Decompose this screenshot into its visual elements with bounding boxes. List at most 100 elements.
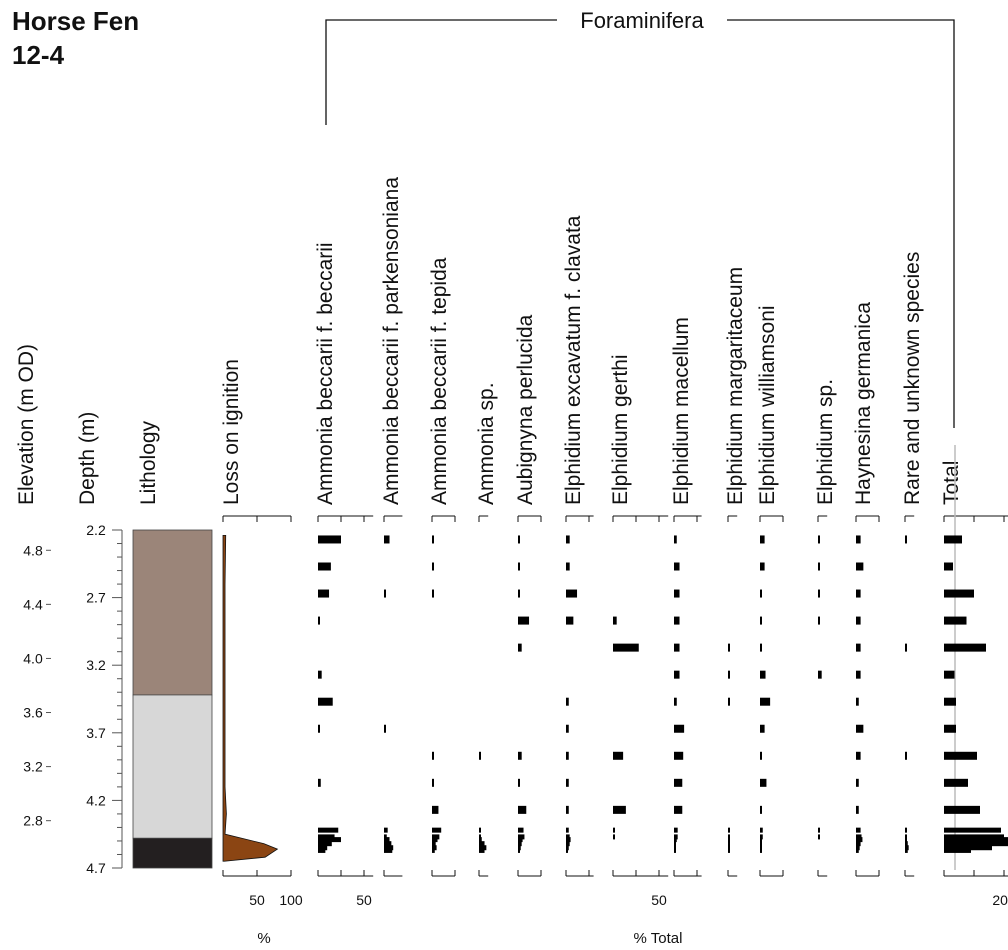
species-bar xyxy=(566,778,569,787)
species-bar xyxy=(944,847,971,853)
species-bar xyxy=(318,778,321,787)
species-bar xyxy=(856,616,861,625)
lithology-column-label: Lithology xyxy=(137,420,160,505)
species-bar xyxy=(728,643,730,652)
species-bar xyxy=(944,778,968,787)
foraminifera-bracket: Foraminifera xyxy=(325,8,955,428)
lithology-unit xyxy=(132,694,213,839)
species-bar xyxy=(613,834,615,840)
species-bar xyxy=(384,834,387,840)
species-bar xyxy=(674,805,683,814)
species-bar xyxy=(432,845,437,851)
species-bar xyxy=(518,847,520,853)
species-label: Ammonia beccarii f. beccarii xyxy=(314,242,337,505)
species-label: Total xyxy=(940,461,963,505)
species-bar xyxy=(566,805,569,814)
species-bar xyxy=(760,847,762,853)
species-bar xyxy=(944,841,1008,847)
species-bar xyxy=(674,562,680,571)
loi-unit-label: % xyxy=(257,930,270,947)
species-bar xyxy=(674,837,677,843)
species-bar xyxy=(674,616,680,625)
elevation-tick-label: 4.8 xyxy=(23,542,43,558)
species-bar xyxy=(674,643,680,652)
species-bar xyxy=(566,834,570,840)
species-bar xyxy=(518,778,520,787)
lithology-unit xyxy=(132,837,213,869)
species-bar xyxy=(518,589,520,598)
plot-area: Elevation (m OD) Depth (m) Lithology Loss o… xyxy=(15,177,1008,947)
depth-axis-label: Depth (m) xyxy=(76,412,99,505)
elevation-tick-label: 3.6 xyxy=(23,705,43,721)
species-bar xyxy=(674,670,680,679)
species-bar xyxy=(856,670,861,679)
depth-tick-label: 3.7 xyxy=(86,725,106,741)
species-bar xyxy=(384,845,394,851)
species-bar xyxy=(856,845,860,851)
species-bar xyxy=(384,841,392,847)
species-bar xyxy=(674,589,680,598)
species-bar xyxy=(760,827,763,833)
species-bar xyxy=(432,589,434,598)
site-title-line-2: 12-4 xyxy=(12,40,65,70)
species-bar xyxy=(318,616,320,625)
species-bar xyxy=(818,670,822,679)
species-bar xyxy=(674,697,677,706)
species-bar xyxy=(479,827,481,833)
species-bar xyxy=(856,827,861,833)
elevation-tick-label: 4.4 xyxy=(23,596,43,612)
species-bar xyxy=(944,697,956,706)
species-bar xyxy=(318,589,330,598)
species-bar xyxy=(518,841,522,847)
species-label: Rare and unknown species xyxy=(901,252,924,505)
site-title-line-1: Horse Fen xyxy=(12,6,139,36)
species-label: Elphidium excavatum f. clavata xyxy=(562,215,585,505)
species-bar xyxy=(760,697,771,706)
species-bar xyxy=(566,845,569,851)
species-bar xyxy=(613,643,639,652)
species-bar xyxy=(856,841,861,847)
species-bar xyxy=(856,847,859,853)
species-bar xyxy=(674,841,676,847)
species-bar xyxy=(479,834,481,840)
species-bar xyxy=(384,827,388,833)
elevation-axis-label: Elevation (m OD) xyxy=(15,344,38,505)
species-bar xyxy=(818,589,820,598)
species-bar xyxy=(674,751,684,760)
depth-tick-label: 2.7 xyxy=(86,590,106,606)
species-bar xyxy=(384,589,386,598)
species-bar xyxy=(479,845,487,851)
species-bar xyxy=(566,841,570,847)
species-bar xyxy=(944,589,974,598)
species-bar xyxy=(613,616,617,625)
elevation-tick-label: 4.0 xyxy=(23,650,43,666)
loi-tick-label: 50 xyxy=(249,892,265,908)
species-bar xyxy=(905,827,907,833)
species-bar xyxy=(318,535,341,544)
species-bar xyxy=(432,847,435,853)
species-bar xyxy=(760,778,767,787)
species-bar xyxy=(518,562,520,571)
species-bar xyxy=(674,535,677,544)
species-bar xyxy=(905,751,907,760)
species-bar xyxy=(944,670,955,679)
species-bar xyxy=(818,616,820,625)
species-bar xyxy=(944,837,1008,843)
species-bar xyxy=(566,562,570,571)
foraminifera-group-label: Foraminifera xyxy=(580,8,704,33)
species-bar xyxy=(856,805,859,814)
species-bar xyxy=(432,805,439,814)
species-bar xyxy=(856,724,864,733)
species-bar xyxy=(760,616,762,625)
species-bar xyxy=(318,670,322,679)
species-bar xyxy=(384,837,390,843)
species-bar xyxy=(856,837,863,843)
species-bar xyxy=(674,834,678,840)
species-bar xyxy=(944,616,967,625)
species-bar xyxy=(944,805,980,814)
species-bar xyxy=(518,834,525,840)
species-bar xyxy=(944,751,977,760)
species-bar xyxy=(384,847,393,853)
species-bar xyxy=(905,847,908,853)
species-bar xyxy=(760,837,762,843)
